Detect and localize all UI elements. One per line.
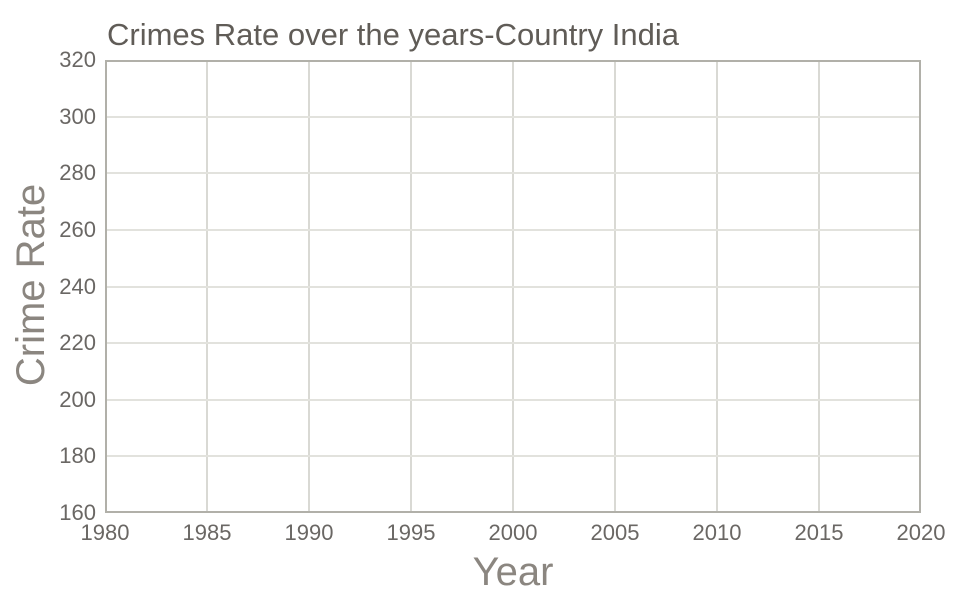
- gridline-horizontal: [107, 172, 919, 175]
- y-tick-label: 160: [59, 500, 96, 525]
- gridline-horizontal: [107, 228, 919, 231]
- y-tick-label: 260: [59, 216, 96, 242]
- x-tick-label: 2020: [896, 520, 946, 545]
- y-tick-label: 240: [59, 273, 96, 299]
- y-tick-label: 280: [59, 160, 96, 186]
- y-tick-label: 180: [59, 443, 96, 469]
- x-tick-label: 1985: [182, 520, 232, 545]
- plot-area: [105, 60, 921, 513]
- gridline-horizontal: [107, 285, 919, 288]
- x-tick-label: 1980: [80, 520, 130, 545]
- x-tick-label: 2015: [794, 520, 844, 545]
- x-tick-label: 1990: [284, 520, 334, 545]
- gridline-horizontal: [107, 398, 919, 401]
- x-tick-label: 2005: [590, 520, 640, 545]
- x-tick-label: 1995: [386, 520, 436, 545]
- x-tick-label: 2010: [692, 520, 742, 545]
- gridline-horizontal: [107, 455, 919, 458]
- y-tick-label: 220: [59, 330, 96, 356]
- x-axis-title: Year: [472, 550, 554, 594]
- gridline-horizontal: [107, 115, 919, 118]
- y-tick-label: 320: [59, 47, 96, 72]
- y-tick-label: 300: [59, 103, 96, 129]
- y-tick-label: 200: [59, 386, 96, 412]
- gridline-horizontal: [107, 342, 919, 345]
- x-tick-label: 2000: [488, 520, 538, 545]
- y-axis-title: Crime Rate: [9, 183, 53, 387]
- chart-title: Crimes Rate over the years-Country India: [107, 17, 680, 52]
